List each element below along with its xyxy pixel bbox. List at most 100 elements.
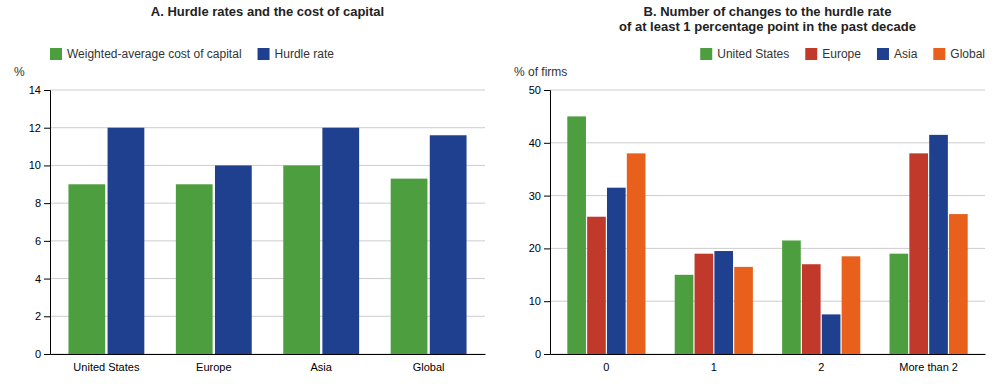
y-tick-label: 20 (529, 242, 541, 254)
legend-label: Hurdle rate (275, 47, 335, 61)
grid (50, 90, 485, 354)
legend-swatch (877, 48, 889, 60)
y-tick: 20 (529, 242, 550, 254)
bar (68, 184, 105, 354)
x-tick-label: More than 2 (899, 361, 958, 373)
bar (108, 128, 145, 354)
bar (802, 264, 821, 354)
y-axis-line (44, 91, 51, 355)
y-tick-label: 14 (29, 84, 41, 96)
bar (391, 179, 428, 354)
title-line: of at least 1 percentage point in the pa… (619, 19, 916, 34)
bar (215, 165, 252, 354)
legend-item: Hurdle rate (258, 47, 335, 61)
panel: A. Hurdle rates and the cost of capital W… (14, 4, 486, 373)
grid (550, 90, 985, 354)
y-tick: 6 (35, 235, 50, 247)
x-tick: 0 (603, 361, 609, 373)
legend-label: Global (950, 47, 985, 61)
y-tick-label: 2 (35, 310, 41, 322)
y-tick-mark (44, 354, 50, 355)
bar (176, 184, 213, 354)
bar (283, 165, 320, 354)
x-tick-label: 0 (603, 361, 609, 373)
legend-swatch (805, 48, 817, 60)
figure: A. Hurdle rates and the cost of capital W… (0, 0, 1000, 384)
y-axis: 0 10 20 30 40 50 (529, 84, 551, 360)
y-tick: 14 (29, 84, 50, 96)
y-tick: 50 (529, 84, 550, 96)
title-line: B. Number of changes to the hurdle rate (644, 4, 892, 19)
bar (909, 153, 928, 354)
y-tick: 40 (529, 137, 550, 149)
bar-series (627, 153, 968, 354)
legend-item: Europe (805, 47, 861, 61)
y-tick: 4 (35, 273, 50, 285)
x-tick: United States (73, 361, 140, 373)
y-tick-mark (544, 354, 550, 355)
legend-item: Global (933, 47, 985, 61)
grid-line (550, 142, 985, 143)
y-axis-line (544, 91, 551, 355)
x-tick: More than 2 (899, 361, 958, 373)
bar (734, 267, 753, 354)
bar (782, 240, 801, 354)
y-axis-label: % of firms (514, 65, 567, 79)
bar (567, 116, 586, 354)
bar-series (108, 128, 467, 354)
y-tick-mark (544, 301, 550, 302)
y-tick-label: 8 (35, 197, 41, 209)
bar (842, 256, 861, 354)
y-tick-label: 12 (29, 122, 41, 134)
y-tick: 12 (29, 122, 50, 134)
y-tick: 10 (529, 295, 550, 307)
legend-label: Europe (822, 47, 861, 61)
y-tick: 2 (35, 310, 50, 322)
bar (430, 135, 467, 354)
legend-label: Asia (894, 47, 918, 61)
y-tick: 30 (529, 190, 550, 202)
legend-label: Weighted-average cost of capital (67, 47, 242, 61)
bar (695, 254, 714, 354)
y-tick-label: 40 (529, 137, 541, 149)
x-tick: Global (413, 361, 445, 373)
y-tick-label: 50 (529, 84, 541, 96)
legend-swatch (700, 48, 712, 60)
y-tick-mark (44, 90, 50, 91)
y-tick-mark (44, 241, 50, 242)
x-tick-label: United States (73, 361, 140, 373)
title: B. Number of changes to the hurdle rateo… (619, 4, 916, 34)
y-axis-label: % (14, 65, 25, 79)
legend-item: United States (700, 47, 789, 61)
bars (567, 116, 967, 354)
bar-series (587, 153, 928, 354)
y-tick: 8 (35, 197, 50, 209)
legend-item: Asia (877, 47, 918, 61)
y-tick-mark (44, 316, 50, 317)
bar (322, 128, 359, 354)
legend-item: Weighted-average cost of capital (50, 47, 242, 61)
x-tick: Europe (196, 361, 231, 373)
legend-swatch (933, 48, 945, 60)
x-tick-label: Europe (196, 361, 231, 373)
y-tick-label: 0 (35, 348, 41, 360)
legend-swatch (258, 48, 270, 60)
x-tick: Asia (311, 361, 333, 373)
bar (675, 275, 694, 354)
bar (587, 217, 606, 354)
legend: United States Europe Asia Global (700, 47, 985, 61)
bars (68, 128, 466, 354)
x-axis: United States Europe Asia Global (51, 355, 486, 373)
x-axis: 0 1 2 More than 2 (551, 355, 986, 373)
y-tick-label: 30 (529, 190, 541, 202)
bar-series (607, 135, 948, 354)
bar-series (567, 116, 908, 354)
y-tick-label: 0 (535, 348, 541, 360)
y-tick-label: 4 (35, 273, 41, 285)
x-tick-label: 1 (711, 361, 717, 373)
y-tick-label: 10 (529, 295, 541, 307)
y-tick-mark (544, 248, 550, 249)
x-tick: 2 (818, 361, 824, 373)
x-tick: 1 (711, 361, 717, 373)
title-line: A. Hurdle rates and the cost of capital (151, 4, 384, 19)
